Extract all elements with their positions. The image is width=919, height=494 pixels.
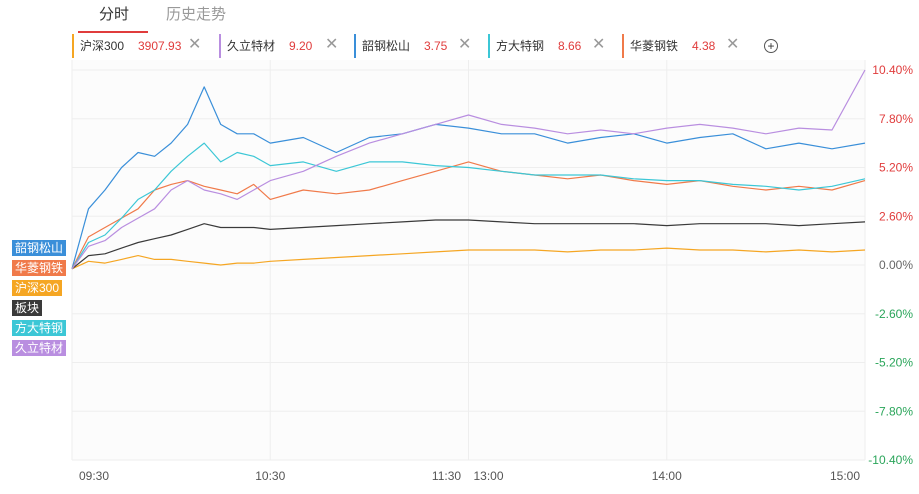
stock-chip-bar: 沪深300 3907.93 ✕ 久立特材 9.20 ✕ 韶钢松山 3.75 ✕ …	[0, 34, 919, 60]
legend-item-hualing: 华菱钢铁	[12, 260, 67, 276]
y-tick-label: 7.80%	[879, 112, 913, 126]
chip-name: 方大特钢	[496, 39, 545, 53]
x-tick-label: 15:00	[830, 469, 860, 483]
chip-price: 4.38	[692, 39, 716, 53]
y-tick-label: -2.60%	[875, 307, 913, 321]
y-tick-label: 2.60%	[879, 209, 913, 223]
series-line	[71, 142, 866, 270]
chip-price: 3.75	[424, 39, 448, 53]
chip-shaogang[interactable]: 韶钢松山 3.75 ✕	[354, 34, 478, 58]
legend-item-jiuli: 久立特材	[12, 340, 67, 356]
x-tick-label: 14:00	[652, 469, 682, 483]
series-legend: 韶钢松山 华菱钢铁 沪深300 板块 方大特钢 久立特材	[12, 240, 67, 360]
x-tick-label: 13:00	[473, 469, 503, 483]
chip-name: 华菱钢铁	[630, 39, 679, 53]
close-icon[interactable]: ✕	[188, 36, 202, 53]
legend-item-hs300: 沪深300	[12, 280, 63, 296]
active-tab-underline	[78, 31, 148, 33]
y-tick-label: 5.20%	[879, 161, 913, 175]
tab-intraday[interactable]: 分时	[98, 6, 129, 23]
tab-bar: 分时 历史走势	[0, 0, 919, 34]
legend-item-sector: 板块	[12, 300, 43, 316]
close-icon[interactable]: ✕	[592, 36, 606, 53]
close-icon[interactable]: ✕	[458, 36, 472, 53]
chip-fangda[interactable]: 方大特钢 8.66 ✕	[488, 34, 612, 58]
y-tick-label: -5.20%	[875, 356, 913, 370]
close-icon[interactable]: ✕	[325, 36, 339, 53]
series-line	[71, 247, 866, 270]
chip-jiuli[interactable]: 久立特材 9.20 ✕	[219, 34, 343, 58]
add-stock-icon[interactable]: +	[764, 39, 778, 53]
chip-hualing[interactable]: 华菱钢铁 4.38 ✕	[622, 34, 746, 58]
x-tick-label: 10:30	[255, 469, 285, 483]
chip-name: 沪深300	[80, 39, 125, 53]
series-line	[71, 86, 866, 269]
x-tick-label: 11:30	[432, 469, 461, 483]
series-line	[71, 69, 866, 270]
y-tick-label: 10.40%	[872, 63, 913, 77]
chip-price: 9.20	[289, 39, 313, 53]
chip-price: 3907.93	[138, 39, 182, 53]
legend-item-fangda: 方大特钢	[12, 320, 67, 336]
legend-item-shaogang: 韶钢松山	[12, 240, 67, 256]
y-tick-label: -10.40%	[868, 453, 913, 467]
chip-name: 久立特材	[227, 39, 276, 53]
chip-hs300[interactable]: 沪深300 3907.93 ✕	[72, 34, 206, 58]
series-line	[71, 219, 866, 270]
chip-name: 韶钢松山	[362, 39, 411, 53]
y-tick-label: 0.00%	[879, 258, 913, 272]
tab-history[interactable]: 历史走势	[165, 6, 226, 23]
x-tick-label: 09:30	[79, 469, 109, 483]
y-tick-label: -7.80%	[875, 404, 913, 418]
chip-price: 8.66	[558, 39, 582, 53]
close-icon[interactable]: ✕	[726, 36, 740, 53]
